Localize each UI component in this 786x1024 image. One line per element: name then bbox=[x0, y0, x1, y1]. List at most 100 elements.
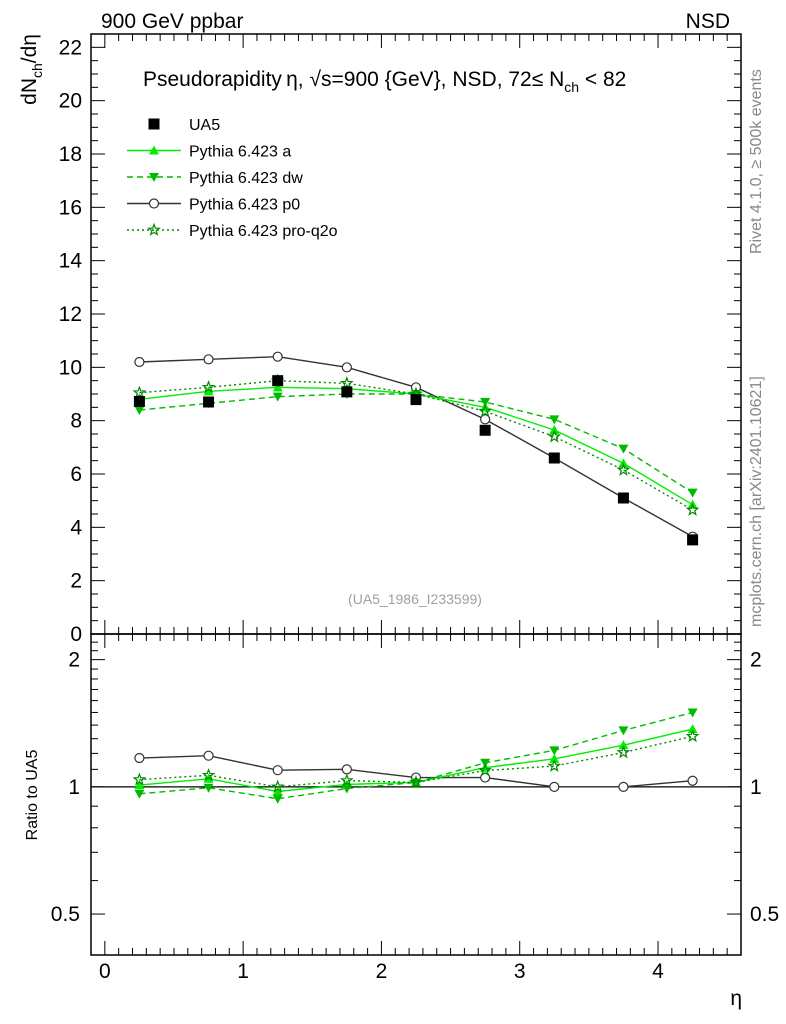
legend-label: Pythia 6.423 pro-q2o bbox=[189, 223, 338, 240]
y-tick-label: 20 bbox=[59, 90, 82, 113]
data-point-triangle-down bbox=[687, 488, 698, 498]
y-tick-label: 14 bbox=[59, 250, 83, 273]
data-point-triangle-down bbox=[618, 444, 629, 454]
data-point-circle bbox=[272, 765, 283, 776]
data-point-star bbox=[409, 775, 423, 789]
y-tick-label: 6 bbox=[70, 463, 82, 486]
data-point-circle bbox=[341, 362, 352, 373]
data-point-triangle-up bbox=[618, 740, 629, 750]
data-point-triangle-up bbox=[149, 145, 159, 155]
data-point-triangle-down bbox=[480, 758, 491, 768]
header-left: 900 GeV ppbar bbox=[101, 10, 243, 33]
main-series-group bbox=[132, 351, 700, 546]
ratio-y-axis-label: Ratio to UA5 bbox=[24, 750, 41, 841]
data-point-triangle-up bbox=[687, 724, 698, 734]
data-point-triangle-up bbox=[272, 786, 283, 796]
data-point-triangle-down bbox=[341, 784, 352, 794]
data-point-star bbox=[616, 462, 631, 476]
data-point-star bbox=[339, 376, 354, 390]
data-point-triangle-down bbox=[203, 783, 214, 793]
data-point-star bbox=[201, 768, 216, 782]
x-axis-label: η bbox=[730, 987, 742, 1010]
analysis-watermark: (UA5_1986_I233599) bbox=[348, 591, 482, 607]
data-point-square bbox=[148, 118, 160, 130]
data-point-triangle-down bbox=[549, 415, 560, 425]
data-point-circle bbox=[203, 750, 214, 761]
legend-label: Pythia 6.423 a bbox=[189, 144, 291, 161]
data-point-star bbox=[616, 745, 631, 759]
data-point-triangle-down bbox=[549, 746, 560, 756]
y-tick-label: 0.5 bbox=[51, 903, 80, 926]
data-point-square bbox=[687, 534, 699, 546]
chart-title: Pseudorapidity η, √s=900 {GeV}, NSD, 72≤… bbox=[143, 68, 626, 95]
data-point-square bbox=[133, 395, 145, 407]
data-point-square bbox=[203, 396, 215, 408]
data-point-triangle-down bbox=[134, 406, 145, 415]
main-y-axis-label: dNch/dη bbox=[18, 34, 45, 105]
data-point-square bbox=[410, 394, 422, 406]
data-point-square bbox=[479, 424, 491, 436]
y-tick-label: 10 bbox=[59, 356, 82, 379]
data-point-circle bbox=[341, 764, 352, 775]
data-point-square bbox=[617, 492, 629, 504]
y-tick-label: 16 bbox=[59, 196, 82, 219]
x-tick-label: 0 bbox=[99, 960, 111, 983]
data-point-circle bbox=[272, 351, 283, 362]
y-tick-label: 8 bbox=[70, 410, 82, 433]
main-axis-ticks: 0 2 4 6 8 10 12 14 16 18 20 22 bbox=[59, 33, 741, 646]
data-point-circle bbox=[687, 775, 698, 786]
data-point-triangle-down bbox=[687, 708, 698, 718]
data-point-circle bbox=[618, 781, 629, 792]
data-point-circle bbox=[480, 414, 491, 425]
y-tick-label-right: 0.5 bbox=[750, 903, 779, 926]
data-point-triangle-up bbox=[549, 753, 560, 763]
legend-label: UA5 bbox=[189, 117, 220, 134]
x-tick-label: 2 bbox=[376, 960, 388, 983]
data-point-star bbox=[685, 729, 700, 743]
legend-label: Pythia 6.423 p0 bbox=[189, 197, 300, 214]
y-tick-label: 2 bbox=[70, 570, 82, 593]
data-point-star bbox=[547, 758, 562, 772]
data-point-star bbox=[478, 404, 493, 418]
legend: UA5 Pythia 6.423 a Pythia 6.423 dw Pythia 6… bbox=[127, 117, 338, 240]
data-point-star bbox=[132, 772, 147, 786]
data-point-circle bbox=[134, 356, 145, 368]
data-point-triangle-down bbox=[272, 794, 283, 804]
y-tick-label: 18 bbox=[59, 143, 82, 166]
data-point-star bbox=[132, 385, 147, 399]
data-point-square bbox=[272, 375, 284, 387]
mcplots-source-label: mcplots.cern.ch [arXiv:2401.10621] bbox=[748, 376, 765, 627]
ratio-axis-ticks: 0 1 2 3 4 0.5 0.5 1 1 2 2 bbox=[51, 634, 779, 983]
data-point-star bbox=[270, 779, 285, 793]
y-tick-label-right: 1 bbox=[750, 776, 762, 799]
data-point-circle bbox=[549, 781, 560, 792]
data-point-circle bbox=[148, 198, 160, 209]
x-tick-label: 3 bbox=[514, 960, 526, 983]
data-point-star bbox=[339, 773, 354, 787]
data-point-triangle-up bbox=[134, 780, 145, 790]
series-line bbox=[139, 393, 693, 494]
data-point-triangle-down bbox=[480, 398, 491, 407]
data-point-triangle-down bbox=[272, 392, 283, 402]
y-tick-label: 2 bbox=[68, 649, 80, 672]
legend-label: Pythia 6.423 dw bbox=[189, 170, 303, 187]
data-point-triangle-down bbox=[149, 173, 159, 182]
data-point-circle bbox=[203, 354, 214, 365]
ratio-series-group bbox=[132, 708, 700, 804]
rivet-version-label: Rivet 4.1.0, ≥ 500k events bbox=[748, 69, 765, 254]
data-point-triangle-down bbox=[618, 726, 629, 736]
x-tick-label: 4 bbox=[652, 960, 664, 983]
y-tick-label: 4 bbox=[70, 516, 82, 539]
data-point-star bbox=[201, 380, 216, 394]
data-point-square bbox=[341, 386, 353, 398]
y-tick-label: 1 bbox=[68, 776, 80, 799]
data-point-triangle-up bbox=[203, 386, 214, 396]
data-point-circle bbox=[134, 752, 145, 764]
y-tick-label: 12 bbox=[59, 303, 82, 326]
ratio-plot-frame bbox=[90, 633, 742, 956]
data-point-star bbox=[147, 222, 161, 236]
data-point-star bbox=[478, 763, 493, 777]
ratio-series-line bbox=[139, 711, 693, 800]
x-tick-label: 1 bbox=[237, 960, 249, 983]
